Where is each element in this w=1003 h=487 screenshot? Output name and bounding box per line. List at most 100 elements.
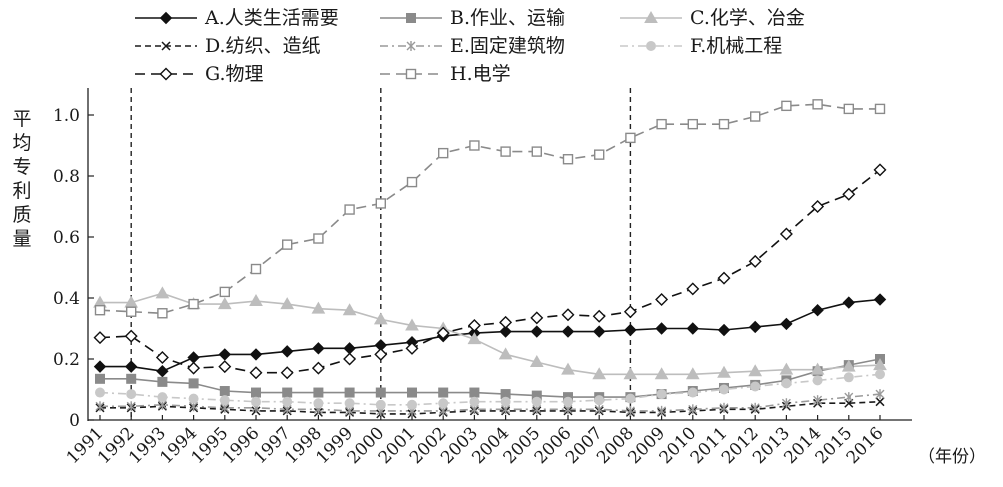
data-point [438,147,449,159]
series-line-8 [99,103,880,315]
data-point [719,402,729,413]
data-point [343,342,356,355]
data-point [656,389,667,400]
legend-label: G.物理 [205,63,264,85]
data-point [842,187,856,201]
legend-item: F.机械工程 [620,35,782,57]
data-point [282,396,293,407]
data-point [342,303,357,316]
data-point [94,305,106,316]
legend-swatch-marker [159,11,173,25]
data-point [813,395,823,406]
y-tick-label: 0.6 [53,228,80,248]
data-point [717,271,731,285]
data-point [687,387,698,398]
data-point [250,263,262,275]
data-point [810,362,825,375]
y-axis-label-char: 利 [12,180,31,202]
data-point [781,378,792,389]
data-point [251,387,261,398]
data-point [748,254,762,268]
data-point [624,323,637,337]
data-point [219,286,231,298]
data-point [156,364,169,378]
data-point [124,329,138,343]
data-point [126,373,137,384]
data-point [499,315,513,329]
series-line-4 [100,400,881,415]
data-point [187,361,201,375]
legend-swatch-marker [406,13,416,23]
y-axis-label-char: 平 [12,108,31,130]
data-point [95,373,105,384]
data-point [93,360,107,373]
data-point [717,323,731,337]
data-point [874,103,886,115]
data-point [687,118,698,130]
data-point [654,367,669,380]
data-point [750,381,761,392]
data-point [124,360,138,373]
legend-item: A.人类生活需要 [135,7,339,29]
data-point [592,309,606,323]
legend-label: C.化学、冶金 [690,7,805,29]
y-tick-label: 0 [69,411,80,431]
data-point [811,303,824,317]
data-point [95,401,105,412]
data-point [780,317,793,331]
data-point [217,297,232,310]
data-point [530,325,544,338]
data-point [657,405,667,416]
y-axis-label-char: 均 [12,132,31,154]
data-point [467,332,482,345]
data-point [717,365,731,378]
data-point [218,348,232,361]
data-point [812,375,823,386]
data-point [282,387,293,398]
data-point [499,325,512,338]
data-point [251,396,261,407]
data-point [155,286,170,299]
series-line-5 [100,393,881,412]
data-point [188,298,199,310]
data-point [625,405,635,416]
data-point [750,111,761,122]
data-point [844,392,854,403]
legend: A.人类生活需要 B.作业、运输 C.化学、冶金 D.纺织、造纸 E.固定建筑物 F.机械… [135,7,805,85]
data-point [841,359,856,372]
data-point [157,392,168,403]
data-point [531,146,542,157]
y-axis-label-char: 量 [12,228,31,250]
legend-item: D.纺织、造纸 [135,35,321,57]
data-point [469,140,480,151]
x-axis-label: （年份） [918,447,986,467]
data-point [407,399,417,410]
legend-label: D.纺织、造纸 [205,35,321,57]
data-point [812,99,823,110]
legend-item: H.电学 [380,63,511,85]
x-tick-label: 2016 [843,423,888,468]
series-lines [99,103,881,415]
data-point [373,312,388,325]
data-point [219,386,230,397]
legend-swatch-marker [406,41,416,51]
data-point [280,366,294,380]
data-point [157,376,168,387]
data-point [93,331,107,345]
data-point [311,361,325,375]
data-point [126,389,137,400]
legend-item: G.物理 [135,63,264,85]
data-point [498,347,513,360]
data-point [530,311,544,325]
legend-label: H.电学 [450,63,511,85]
data-point [280,297,295,310]
legend-swatch-marker [159,67,173,81]
marker-stroke [161,41,171,51]
data-point [313,398,324,409]
legend-swatch-marker [644,10,658,23]
series-line-3 [100,292,881,376]
legend-swatch-marker [161,41,171,51]
data-point [249,348,263,361]
data-point [592,367,607,380]
